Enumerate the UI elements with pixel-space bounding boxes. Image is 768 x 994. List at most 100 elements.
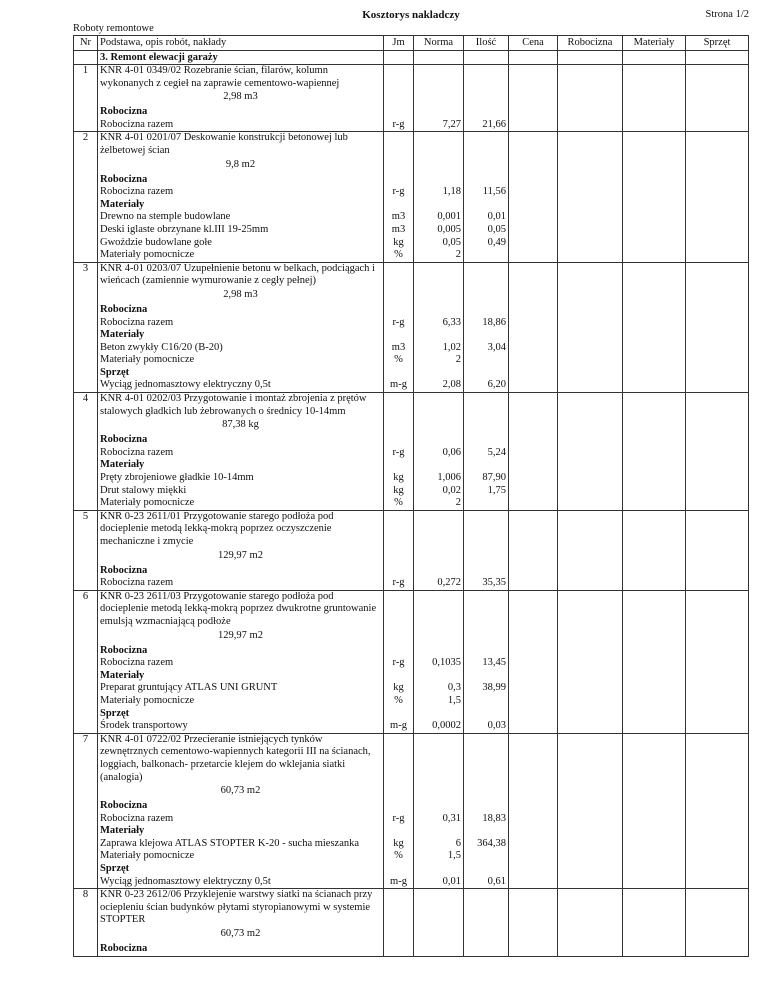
empty-cell	[557, 354, 622, 367]
empty-cell	[557, 644, 622, 658]
empty-cell	[413, 198, 463, 212]
empty-cell	[685, 90, 749, 107]
resource-quantity: 35,35	[463, 577, 508, 590]
empty-cell	[557, 901, 622, 915]
empty-cell	[383, 889, 413, 902]
empty-cell	[383, 758, 413, 772]
empty-cell	[383, 523, 413, 536]
empty-cell	[685, 472, 749, 485]
empty-cell	[73, 497, 97, 510]
empty-cell	[383, 603, 413, 616]
empty-cell	[557, 173, 622, 187]
resource-name: Materiały pomocnicze	[97, 354, 383, 367]
empty-cell	[685, 379, 749, 393]
empty-cell	[73, 523, 97, 536]
empty-cell	[685, 758, 749, 772]
resource-norm: 1,5	[413, 694, 463, 708]
resource-row: Materiały pomocnicze% 1,5	[73, 850, 749, 864]
empty-cell	[508, 472, 557, 485]
empty-cell	[557, 341, 622, 355]
resource-norm: 6,33	[413, 316, 463, 330]
resource-norm: 0,272	[413, 577, 463, 590]
empty-cell	[622, 746, 685, 759]
empty-cell	[622, 644, 685, 658]
empty-cell	[622, 198, 685, 212]
empty-cell	[508, 106, 557, 119]
empty-cell	[508, 90, 557, 107]
item-description: STOPTER	[97, 914, 383, 928]
empty-cell	[508, 628, 557, 645]
empty-cell	[73, 77, 97, 91]
column-header: Cena	[508, 36, 557, 50]
empty-cell	[508, 65, 557, 78]
empty-cell	[383, 564, 413, 578]
item-quantity: 87,38 kg	[73, 418, 749, 435]
empty-cell	[508, 644, 557, 658]
empty-cell	[508, 800, 557, 813]
item-description: stalowych gładkich lub żebrowanych o śre…	[97, 405, 383, 419]
empty-cell	[463, 901, 508, 915]
empty-cell	[413, 603, 463, 616]
resource-norm: 0,01	[413, 875, 463, 889]
group-title: Robocizna	[97, 106, 383, 119]
empty-cell	[622, 106, 685, 119]
resource-row: Wyciąg jednomasztowy elektryczny 0,5t m-g…	[73, 875, 749, 889]
empty-cell	[463, 800, 508, 813]
column-header: Materiały	[622, 36, 685, 50]
item-description: KNR 4-01 0349/02 Rozebranie ścian, filar…	[97, 65, 383, 78]
empty-cell	[557, 379, 622, 393]
resource-unit: r-g	[383, 657, 413, 670]
empty-cell	[413, 825, 463, 838]
empty-cell	[622, 379, 685, 393]
empty-cell	[73, 405, 97, 419]
empty-cell	[73, 329, 97, 342]
resource-unit: %	[383, 354, 413, 367]
empty-cell	[685, 927, 749, 944]
empty-cell	[413, 77, 463, 91]
empty-cell	[622, 497, 685, 510]
empty-cell	[622, 628, 685, 645]
item-description: (analogia)	[97, 771, 383, 785]
empty-cell	[73, 275, 97, 288]
empty-cell	[413, 459, 463, 473]
item-description: KNR 4-01 0201/07 Deskowanie konstrukcji …	[97, 132, 383, 145]
empty-cell	[557, 157, 622, 174]
empty-cell	[622, 784, 685, 801]
item-description-line: 6 KNR 0-23 2611/03 Przygotowanie starego …	[73, 589, 749, 604]
empty-cell	[383, 825, 413, 838]
group-title: Robocizna	[97, 644, 383, 658]
resource-norm: 2	[413, 497, 463, 510]
empty-cell	[383, 144, 413, 158]
empty-cell	[383, 548, 413, 565]
empty-cell	[73, 418, 97, 435]
item-quantity: 2,98 m3	[73, 90, 749, 107]
item-description-line: wykonanych z cegieł na zaprawie cementow…	[73, 77, 749, 91]
resource-row: Materiały pomocnicze% 2	[73, 354, 749, 367]
empty-cell	[73, 694, 97, 708]
empty-cell	[463, 914, 508, 928]
empty-cell	[685, 77, 749, 91]
empty-cell	[685, 434, 749, 447]
resource-quantity: 18,86	[463, 316, 508, 330]
empty-cell	[413, 132, 463, 145]
resource-row: Pręty zbrojeniowe gładkie 10-14mm kg 1,006…	[73, 472, 749, 485]
empty-cell	[685, 497, 749, 510]
section-title: 3. Remont elewacji garaży	[97, 51, 383, 64]
resource-quantity: 3,04	[463, 341, 508, 355]
group-heading: Robocizna	[73, 943, 749, 956]
empty-cell	[73, 837, 97, 851]
resource-name: Robocizna razem	[97, 577, 383, 590]
item-description-line: 2 KNR 4-01 0201/07 Deskowanie konstrukcji…	[73, 131, 749, 145]
item-quantity: 129,97 m2	[73, 548, 749, 565]
empty-cell	[557, 914, 622, 928]
empty-cell	[557, 628, 622, 645]
empty-cell	[463, 132, 508, 145]
resource-row: Preparat gruntujący ATLAS UNI GRUNT kg 0,3…	[73, 682, 749, 695]
empty-cell	[557, 707, 622, 721]
column-header: Norma	[413, 36, 463, 50]
resource-unit: r-g	[383, 316, 413, 330]
empty-cell	[685, 548, 749, 565]
document-title: Kosztorys nakladczy	[362, 9, 460, 21]
empty-cell	[508, 720, 557, 733]
resource-name: Materiały pomocnicze	[97, 497, 383, 510]
